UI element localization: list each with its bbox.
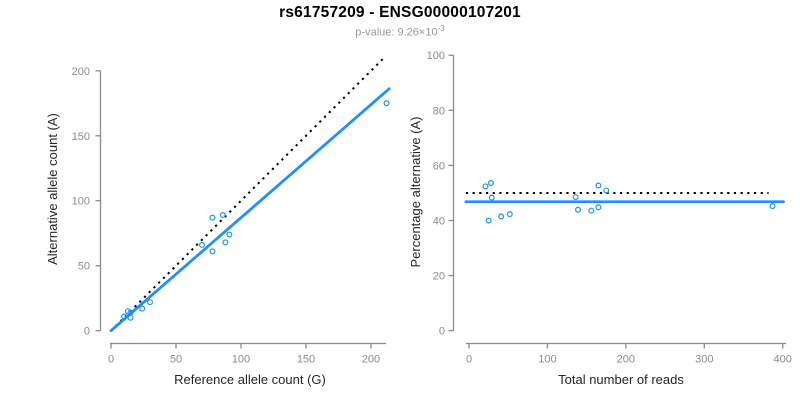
data-point	[127, 314, 134, 321]
x-tick-label: 200	[617, 354, 635, 366]
data-point	[488, 194, 495, 201]
data-point	[575, 206, 582, 213]
x-tick-label: 0	[108, 354, 114, 366]
data-point	[139, 305, 146, 312]
fit-line	[109, 87, 391, 333]
x-tick-label: 300	[695, 354, 713, 366]
data-point	[588, 207, 595, 214]
x-axis-label: Reference allele count (G)	[174, 372, 326, 387]
x-tick-label: 50	[170, 354, 182, 366]
x-tick-label: 150	[297, 354, 315, 366]
y-tick-label: 150	[72, 131, 90, 143]
x-tick-label: 200	[362, 354, 380, 366]
y-tick-label: 20	[433, 271, 445, 283]
identity-line	[110, 57, 385, 332]
y-tick-label: 50	[78, 261, 90, 273]
y-tick-label: 40	[433, 216, 445, 228]
y-tick-label: 80	[433, 105, 445, 117]
y-tick-label: 60	[433, 160, 445, 172]
y-tick-label: 200	[72, 66, 90, 78]
data-point	[572, 194, 579, 201]
data-point	[769, 203, 776, 210]
y-tick-label: 100	[427, 50, 445, 62]
percentage-scatter-plot: 0 20 40 60 80 100 0 100 200 300 400 Total number of…	[408, 50, 792, 387]
x-tick-label: 0	[466, 354, 472, 366]
data-point	[199, 241, 206, 248]
p-value-text: p-value: 9.26×10	[355, 26, 438, 39]
y-tick-label: 0	[439, 326, 445, 338]
data-point	[595, 204, 602, 211]
y-tick-label: 100	[72, 196, 90, 208]
data-point	[147, 299, 154, 306]
data-point	[595, 182, 602, 189]
data-point	[226, 231, 233, 238]
data-point	[506, 211, 513, 218]
data-point	[209, 248, 216, 255]
data-point	[603, 187, 610, 194]
data-point	[120, 313, 127, 320]
x-tick-label: 100	[538, 354, 556, 366]
allele-count-scatter-plot: 0 50 100 150 200 0 50 100 150 200 Reference allele…	[45, 57, 391, 387]
y-axis-label: Percentage alternative (A)	[408, 116, 423, 267]
p-value-subtitle: p-value: 9.26×10-3	[0, 24, 800, 39]
x-tick-label: 400	[774, 354, 792, 366]
data-point	[383, 100, 390, 107]
x-axis-label: Total number of reads	[558, 372, 684, 387]
data-point	[487, 180, 494, 187]
y-axis-label: Alternative allele count (A)	[45, 113, 60, 265]
data-point	[222, 239, 229, 246]
data-point	[219, 212, 226, 219]
data-point	[485, 217, 492, 224]
x-tick-label: 100	[232, 354, 250, 366]
data-point	[498, 213, 505, 220]
data-point	[209, 214, 216, 221]
p-value-exponent: -3	[437, 24, 445, 33]
y-tick-label: 0	[84, 326, 90, 338]
data-point	[482, 183, 489, 190]
plot-title: rs61757209 - ENSG00000107201	[279, 4, 521, 21]
